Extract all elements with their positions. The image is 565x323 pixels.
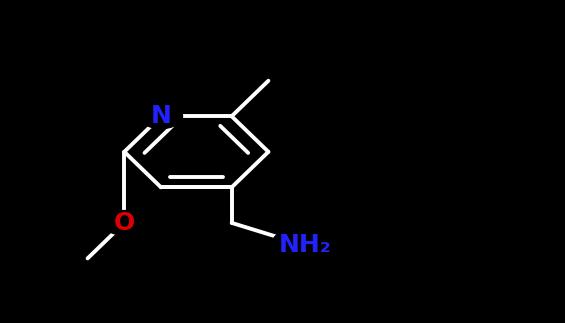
Text: O: O — [114, 211, 135, 235]
Circle shape — [271, 226, 339, 265]
Text: NH₂: NH₂ — [279, 234, 332, 257]
Text: N: N — [151, 104, 171, 128]
Circle shape — [103, 211, 146, 235]
Circle shape — [140, 104, 182, 129]
